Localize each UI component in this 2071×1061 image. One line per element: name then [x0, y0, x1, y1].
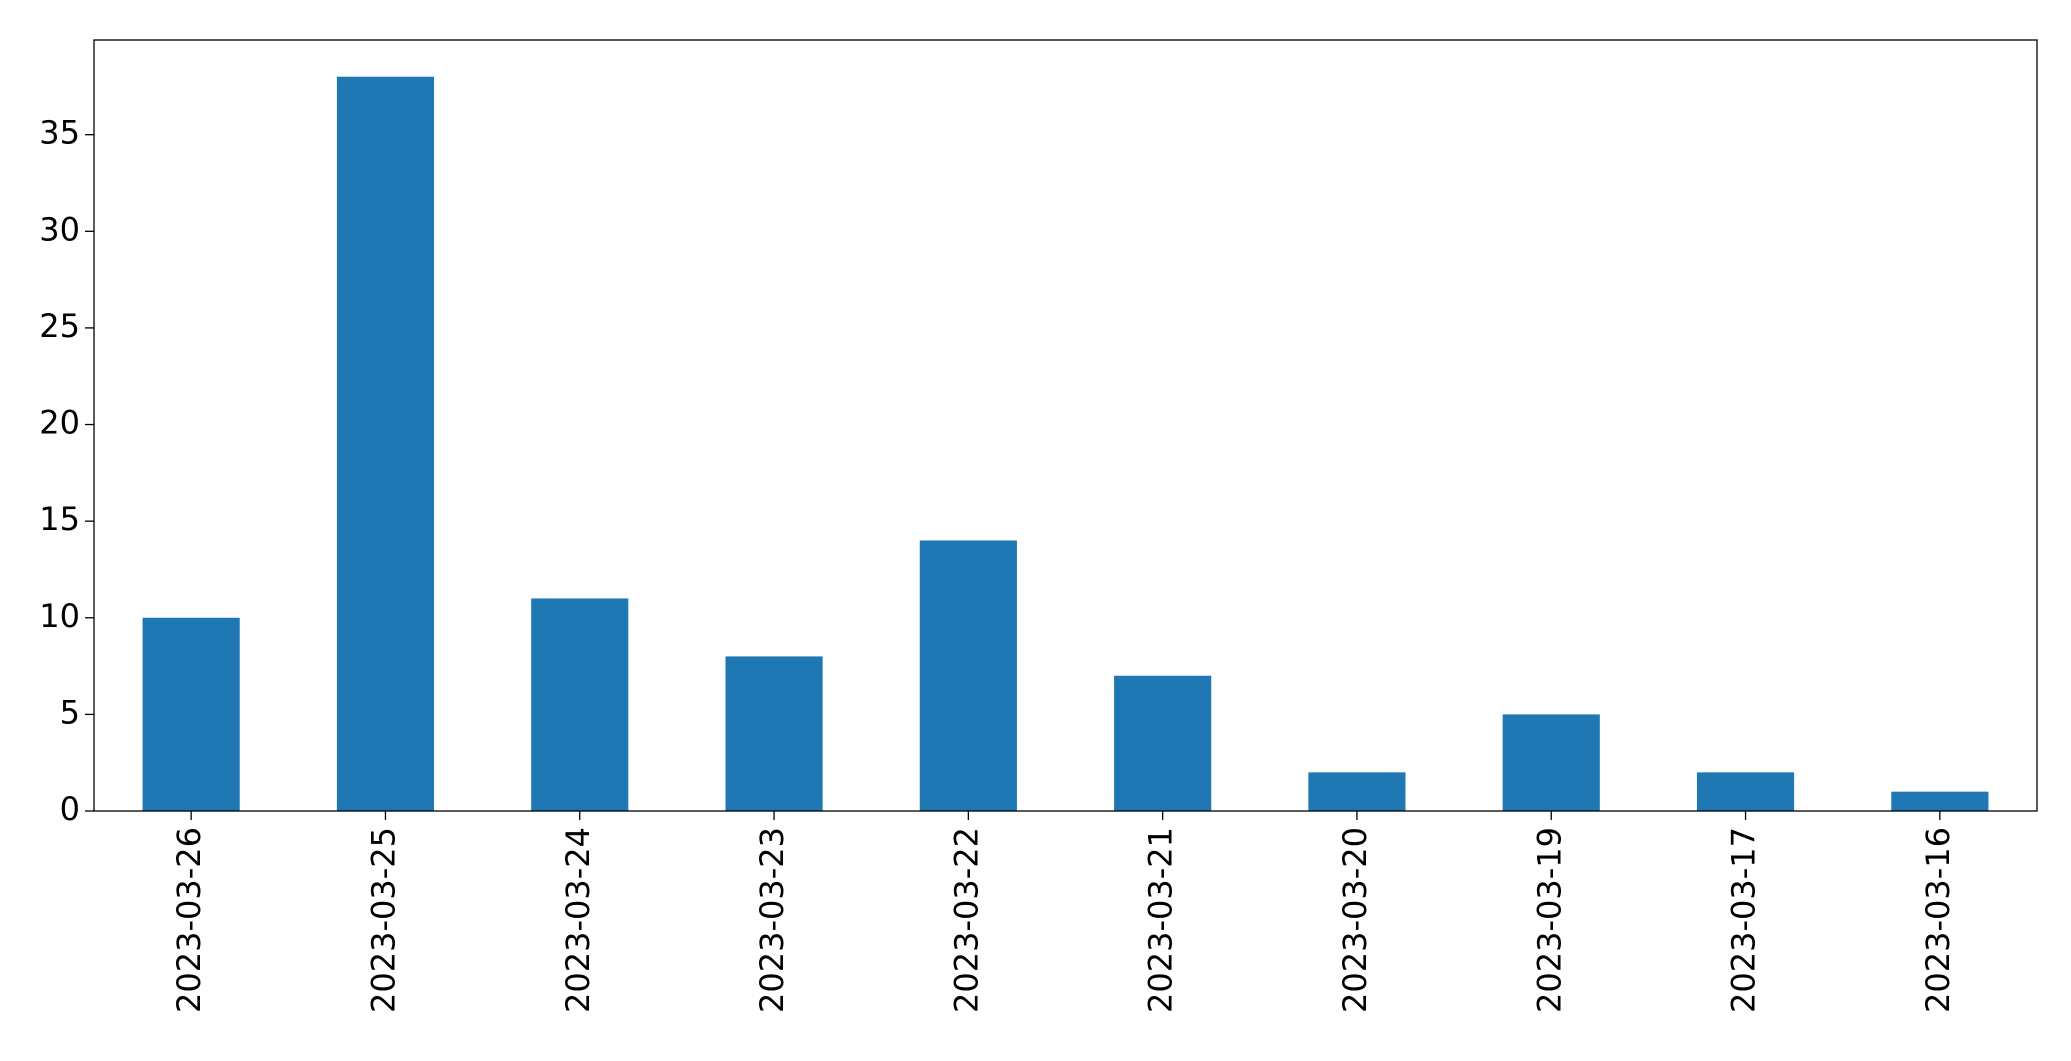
x-tick-label: 2023-03-16 [1919, 827, 1957, 1013]
bar [142, 617, 240, 811]
x-tick-label: 2023-03-23 [753, 827, 791, 1013]
y-tick-label: 5 [60, 693, 80, 731]
y-tick-label: 35 [39, 114, 80, 152]
bar [336, 76, 435, 811]
x-tick-label: 2023-03-17 [1725, 827, 1763, 1013]
y-tick-label: 15 [39, 500, 80, 538]
y-tick-label: 0 [60, 790, 80, 828]
bar [1696, 772, 1795, 811]
x-tick-label: 2023-03-20 [1336, 827, 1374, 1013]
bar [919, 540, 1017, 811]
x-tick-label: 2023-03-26 [170, 827, 208, 1013]
bar [1502, 714, 1600, 811]
y-tick-label: 25 [39, 307, 80, 345]
bar [531, 598, 629, 811]
y-tick-label: 30 [39, 210, 80, 248]
plot-frame [93, 39, 2038, 812]
x-tick-label: 2023-03-19 [1530, 827, 1568, 1013]
y-tick-label: 10 [39, 597, 80, 635]
bar [1891, 791, 1989, 811]
x-tick-label: 2023-03-25 [364, 827, 402, 1013]
x-tick-label: 2023-03-22 [947, 827, 985, 1013]
x-tick-label: 2023-03-24 [559, 827, 597, 1013]
bar [1114, 675, 1212, 811]
x-tick-label: 2023-03-21 [1142, 827, 1180, 1013]
bar [1308, 772, 1406, 811]
y-tick-label: 20 [39, 404, 80, 442]
bar [725, 656, 823, 811]
